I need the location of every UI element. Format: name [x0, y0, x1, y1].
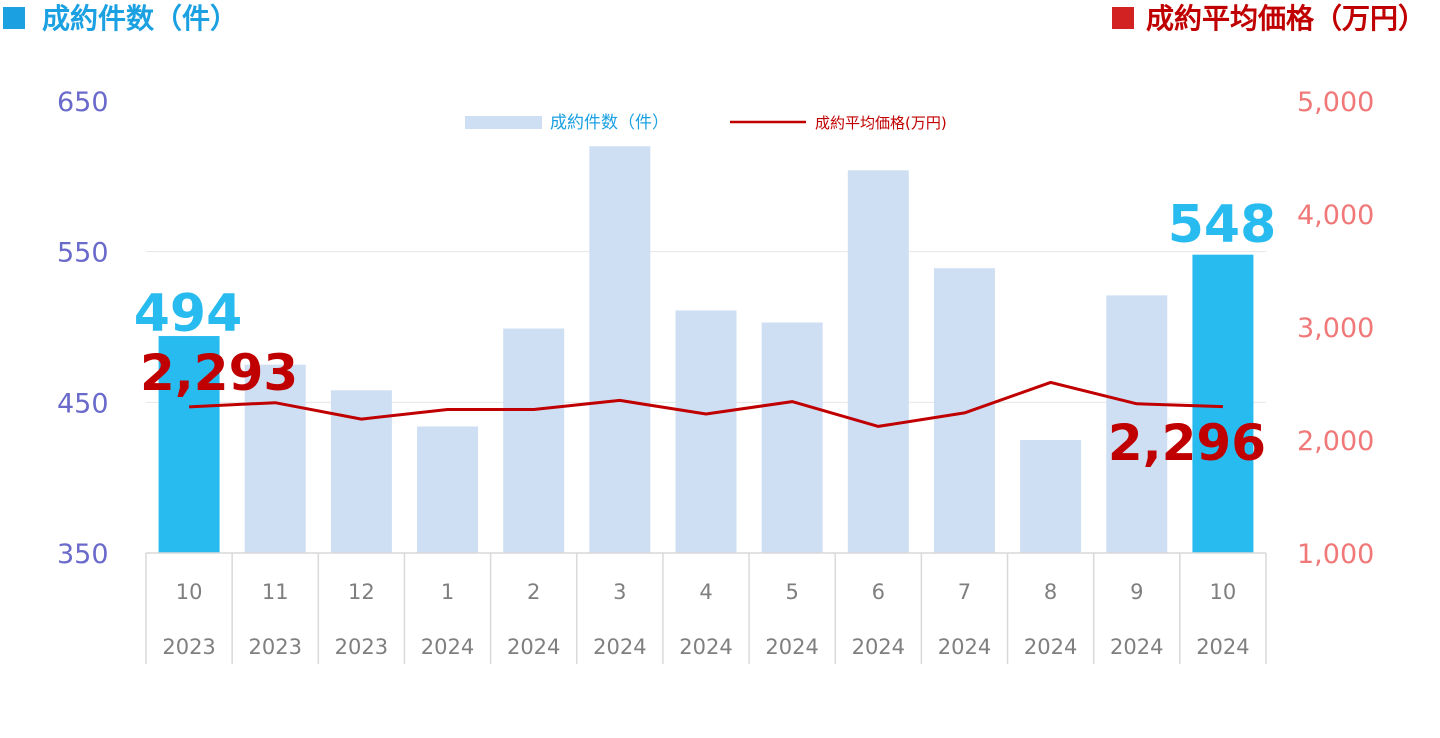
bar-8: [761, 322, 823, 553]
right-tick-label: 4,000: [1297, 200, 1374, 231]
bar-5: [503, 328, 565, 553]
x-tick-month: 11: [262, 580, 289, 604]
x-tick-month: 7: [958, 580, 971, 604]
x-tick-year: 2024: [938, 635, 991, 659]
left-tick-label: 450: [57, 388, 109, 419]
x-tick-year: 2024: [507, 635, 560, 659]
left-tick-label: 650: [57, 87, 109, 118]
left-axis-title: 成約件数（件）: [42, 2, 239, 35]
x-tick-year: 2023: [162, 635, 215, 659]
x-tick-month: 4: [699, 580, 712, 604]
x-tick-year: 2024: [1196, 635, 1249, 659]
last-bar-value-label: 548: [1168, 195, 1277, 255]
x-tick-year: 2024: [593, 635, 646, 659]
right-tick-label: 2,000: [1297, 426, 1374, 457]
bar-4: [417, 426, 479, 553]
first-bar-value-label: 494: [134, 284, 243, 344]
last-line-value-label: 2,296: [1108, 414, 1266, 472]
x-tick-month: 8: [1044, 580, 1057, 604]
first-line-value-label: 2,293: [140, 344, 298, 402]
bar-2: [244, 364, 306, 553]
x-tick-month: 2: [527, 580, 540, 604]
x-tick-month: 10: [176, 580, 203, 604]
bar-9: [847, 170, 909, 553]
price-line: [189, 380, 1223, 428]
x-tick-year: 2023: [335, 635, 388, 659]
bar-12: [1106, 295, 1168, 553]
bar-11: [1020, 440, 1082, 553]
x-tick-month: 6: [872, 580, 885, 604]
bar-13: [1192, 254, 1254, 553]
right-tick-label: 5,000: [1297, 87, 1374, 118]
right-axis-title: 成約平均価格（万円）: [1146, 2, 1427, 35]
legend-line-label: 成約平均価格(万円): [815, 114, 947, 132]
bar-1: [158, 336, 220, 553]
x-tick-year: 2024: [1110, 635, 1163, 659]
x-tick-year: 2023: [249, 635, 302, 659]
x-tick-year: 2024: [1024, 635, 1077, 659]
right-legend-square-icon: [1112, 7, 1134, 29]
x-tick-month: 9: [1130, 580, 1143, 604]
x-tick-month: 3: [613, 580, 626, 604]
x-tick-month: 12: [348, 580, 375, 604]
legend-bar-label: 成約件数（件）: [550, 113, 669, 133]
left-tick-label: 550: [57, 238, 109, 269]
left-legend-square-icon: [3, 7, 25, 29]
x-tick-year: 2024: [421, 635, 474, 659]
x-tick-year: 2024: [852, 635, 905, 659]
x-tick-month: 5: [785, 580, 798, 604]
bar-10: [933, 268, 995, 553]
x-tick-year: 2024: [679, 635, 732, 659]
x-tick-month: 10: [1210, 580, 1237, 604]
right-tick-label: 3,000: [1297, 313, 1374, 344]
left-tick-label: 350: [57, 539, 109, 570]
bar-6: [589, 146, 651, 553]
legend-bar-swatch: [465, 116, 542, 129]
x-tick-year: 2024: [765, 635, 818, 659]
right-tick-label: 1,000: [1297, 539, 1374, 570]
x-tick-month: 1: [441, 580, 454, 604]
bar-7: [675, 310, 737, 553]
